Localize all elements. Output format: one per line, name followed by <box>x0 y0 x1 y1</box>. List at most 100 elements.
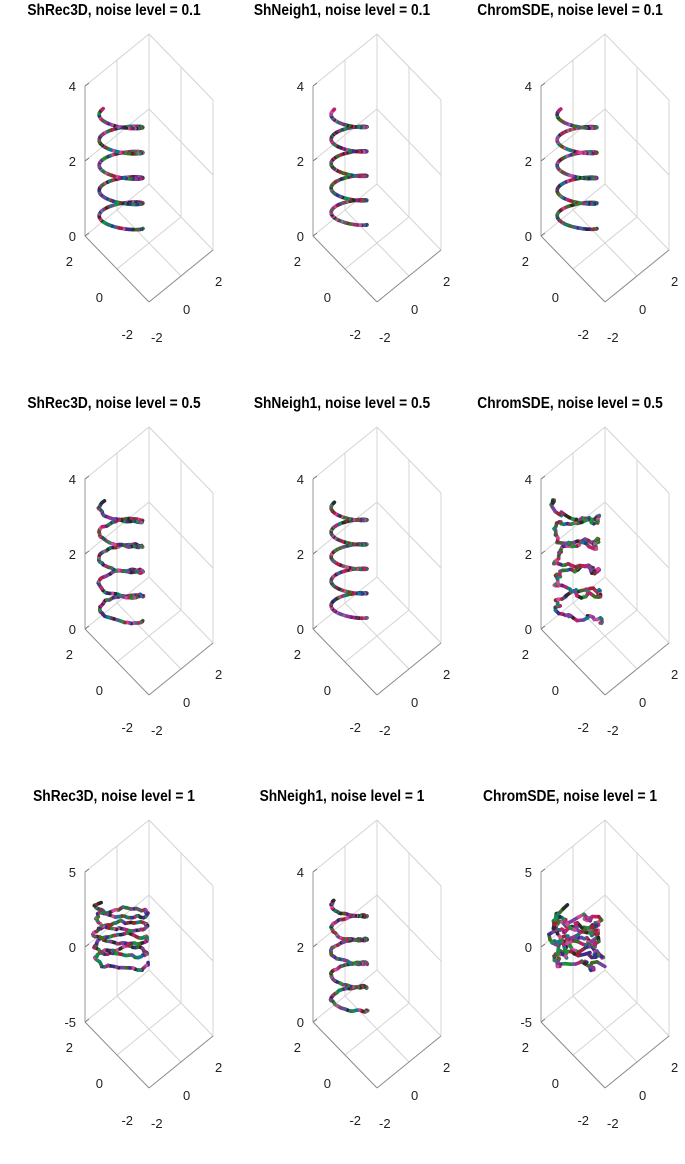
y-tick-label: -2 <box>349 1113 361 1128</box>
z-tick-mark <box>313 551 317 554</box>
z-tick-mark <box>85 551 89 554</box>
y-tick-label: 0 <box>324 683 331 698</box>
y-axis-line <box>313 1022 377 1088</box>
y-tick-label: 0 <box>324 1076 331 1091</box>
z-tick-label: 0 <box>297 1015 304 1030</box>
x-tick-label: 0 <box>183 695 190 710</box>
helix-segment <box>334 502 335 503</box>
x-axis-line <box>377 643 441 695</box>
z-tick-label: 0 <box>525 229 532 244</box>
x-axis-line <box>605 643 669 695</box>
x-axis-line <box>149 250 213 302</box>
z-tick-label: 4 <box>297 79 304 94</box>
z-tick-mark <box>541 476 545 479</box>
y-tick-label: 2 <box>294 1040 301 1055</box>
axes-box <box>85 427 213 695</box>
z-tick-label: 0 <box>69 622 76 637</box>
z-tick-label: 5 <box>525 865 532 880</box>
y-tick-label: -2 <box>121 327 133 342</box>
helix-series <box>557 109 597 229</box>
z-tick-label: 4 <box>297 472 304 487</box>
z-tick-mark <box>541 1019 545 1022</box>
z-tick-mark <box>85 233 89 236</box>
z-tick-label: 4 <box>69 472 76 487</box>
y-tick-label: 2 <box>522 647 529 662</box>
y-tick-label: 2 <box>294 254 301 269</box>
x-tick-label: 0 <box>639 302 646 317</box>
z-tick-label: 0 <box>69 229 76 244</box>
grid-line <box>573 996 637 1062</box>
helix-segment <box>560 109 561 110</box>
helix-series <box>331 109 367 225</box>
z-tick-mark <box>85 158 89 161</box>
z-tick-mark <box>85 626 89 629</box>
helix-series <box>99 109 143 230</box>
y-tick-label: 0 <box>96 683 103 698</box>
y-tick-label: 0 <box>552 1076 559 1091</box>
z-tick-mark <box>313 1019 317 1022</box>
y-axis-line <box>541 236 605 302</box>
z-tick-mark <box>313 869 317 872</box>
z-tick-label: 0 <box>525 622 532 637</box>
y-tick-label: 0 <box>96 1076 103 1091</box>
x-axis-line <box>377 250 441 302</box>
y-tick-label: 0 <box>324 290 331 305</box>
x-tick-label: 2 <box>671 667 678 682</box>
x-tick-label: 2 <box>443 274 450 289</box>
grid-line <box>345 603 409 669</box>
helix-series <box>551 500 602 623</box>
y-tick-label: -2 <box>577 720 589 735</box>
y-tick-label: 2 <box>294 647 301 662</box>
z-tick-mark <box>313 476 317 479</box>
z-tick-mark <box>541 551 545 554</box>
z-tick-mark <box>313 83 317 86</box>
z-tick-label: 0 <box>297 229 304 244</box>
z-tick-mark <box>541 158 545 161</box>
x-tick-label: 2 <box>215 274 222 289</box>
y-axis-line <box>313 236 377 302</box>
helix-segment <box>102 109 103 110</box>
z-tick-mark <box>313 158 317 161</box>
x-tick-label: -2 <box>607 1116 619 1131</box>
z-tick-mark <box>85 476 89 479</box>
x-tick-label: -2 <box>607 330 619 345</box>
y-tick-label: 0 <box>552 683 559 698</box>
x-tick-label: -2 <box>379 1116 391 1131</box>
y-tick-label: 2 <box>522 254 529 269</box>
z-tick-label: 0 <box>525 940 532 955</box>
x-tick-label: -2 <box>151 1116 163 1131</box>
helix-series <box>331 900 368 1012</box>
x-tick-label: 0 <box>411 302 418 317</box>
z-tick-mark <box>541 233 545 236</box>
z-tick-label: 2 <box>525 154 532 169</box>
x-tick-label: -2 <box>151 330 163 345</box>
x-tick-label: 2 <box>215 667 222 682</box>
x-axis-line <box>149 643 213 695</box>
helix-series <box>93 903 148 971</box>
z-tick-label: 5 <box>69 865 76 880</box>
helix-segment <box>333 900 334 901</box>
grid-line <box>573 210 637 276</box>
z-tick-mark <box>541 626 545 629</box>
axes-box <box>541 427 669 695</box>
x-tick-label: 0 <box>639 695 646 710</box>
y-axis-line <box>85 629 149 695</box>
x-tick-label: 2 <box>671 1060 678 1075</box>
grid-line <box>345 996 409 1062</box>
z-tick-mark <box>313 626 317 629</box>
helix-segment <box>334 109 335 110</box>
y-tick-label: 2 <box>66 1040 73 1055</box>
